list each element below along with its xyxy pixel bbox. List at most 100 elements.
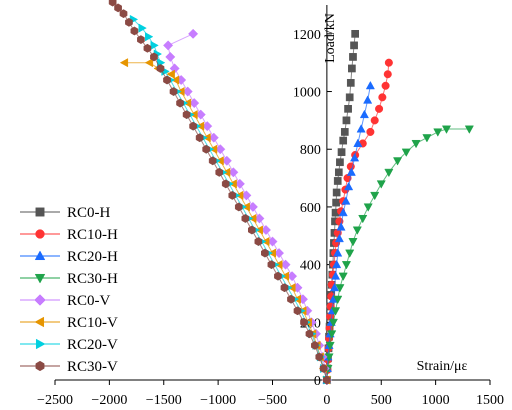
data-point <box>422 134 432 143</box>
legend-item: RC20-H <box>20 249 118 265</box>
y-tick-label: 800 <box>300 143 321 158</box>
series-line <box>112 1 328 381</box>
series-line <box>124 62 328 381</box>
y-tick-label: 600 <box>300 201 321 216</box>
data-point <box>370 191 380 201</box>
data-point <box>376 180 386 189</box>
data-point <box>170 75 180 85</box>
data-point <box>274 271 282 281</box>
data-point <box>329 282 340 292</box>
legend-label: RC10-V <box>67 315 118 331</box>
data-point <box>349 53 357 61</box>
data-point <box>169 87 178 96</box>
data-point <box>334 233 344 243</box>
data-point <box>345 249 355 258</box>
data-point <box>366 127 375 136</box>
data-point <box>138 23 147 33</box>
y-ticks: 020040060080010001200 <box>293 28 332 389</box>
legend-marker <box>34 316 45 328</box>
data-point <box>350 41 358 50</box>
data-point <box>393 157 403 166</box>
data-point <box>315 352 324 362</box>
data-point <box>248 225 256 235</box>
x-axis-title: Strain/με <box>417 359 468 374</box>
data-point <box>119 58 129 68</box>
data-point <box>333 248 343 257</box>
data-point <box>137 35 145 45</box>
series-RC30-H <box>322 125 474 385</box>
x-ticks: −2500 −2000 −1500 −1000 −500 0 500 1000 1500 <box>37 380 504 408</box>
data-point <box>332 259 342 269</box>
data-point <box>323 375 331 385</box>
data-point <box>363 95 373 104</box>
data-point <box>331 271 341 280</box>
data-point <box>280 283 289 293</box>
data-point <box>114 3 122 13</box>
data-point <box>342 116 351 125</box>
data-point <box>319 364 328 373</box>
data-point <box>365 80 375 90</box>
data-point <box>335 284 345 293</box>
data-point <box>305 329 314 339</box>
data-point <box>401 148 411 157</box>
x-tick-label: −1500 <box>146 393 182 408</box>
data-point <box>464 125 474 134</box>
data-point <box>346 167 356 176</box>
x-tick-label: 500 <box>371 393 392 408</box>
data-point <box>156 64 165 73</box>
legend-label: RC0-H <box>67 205 111 221</box>
data-point <box>234 202 243 212</box>
data-point <box>339 136 348 145</box>
data-point <box>381 81 390 90</box>
data-point <box>188 28 199 39</box>
x-tick-label: −500 <box>258 393 287 408</box>
data-point <box>363 203 373 212</box>
legend-item: RC10-V <box>20 315 118 331</box>
data-point <box>433 128 443 137</box>
data-point <box>351 29 359 38</box>
data-point <box>353 138 363 147</box>
y-tick-label: 0 <box>314 374 321 389</box>
data-point <box>215 167 224 177</box>
data-point <box>241 214 250 223</box>
data-point <box>336 222 346 231</box>
x-tick-label: 0 <box>323 393 330 408</box>
legend-item: RC0-V <box>20 293 111 309</box>
data-point <box>165 51 176 62</box>
y-tick-label: 400 <box>300 259 321 274</box>
data-point <box>378 93 387 102</box>
data-point <box>261 248 269 258</box>
data-point <box>130 26 139 36</box>
legend-marker <box>35 207 45 217</box>
y-axis-title: Load/kN <box>323 13 338 63</box>
legend-item: RC30-H <box>20 271 118 287</box>
data-point <box>293 306 302 316</box>
data-point <box>202 144 210 154</box>
data-point <box>346 79 355 87</box>
series-RC30-V <box>108 0 331 385</box>
legend-item: RC10-H <box>20 227 118 243</box>
legend-marker <box>35 338 46 350</box>
data-point <box>336 158 344 167</box>
legend-marker <box>34 294 46 306</box>
data-point <box>348 238 358 247</box>
data-point <box>228 190 237 200</box>
legend-label: RC20-H <box>67 249 118 265</box>
legend-marker <box>35 360 45 372</box>
legend-label: RC10-H <box>67 227 118 243</box>
data-point <box>145 32 154 42</box>
x-tick-label: 1000 <box>422 393 450 408</box>
legend-label: RC0-V <box>67 293 111 309</box>
legend-item: RC20-V <box>20 337 118 353</box>
data-point <box>441 125 452 134</box>
data-point <box>333 295 343 305</box>
x-tick-label: −2500 <box>37 393 73 408</box>
data-point <box>356 124 366 133</box>
y-tick-label: 1200 <box>293 28 321 43</box>
legend-label: RC30-V <box>67 359 118 375</box>
data-point <box>350 153 360 162</box>
data-point <box>176 98 184 108</box>
data-point <box>163 40 174 51</box>
